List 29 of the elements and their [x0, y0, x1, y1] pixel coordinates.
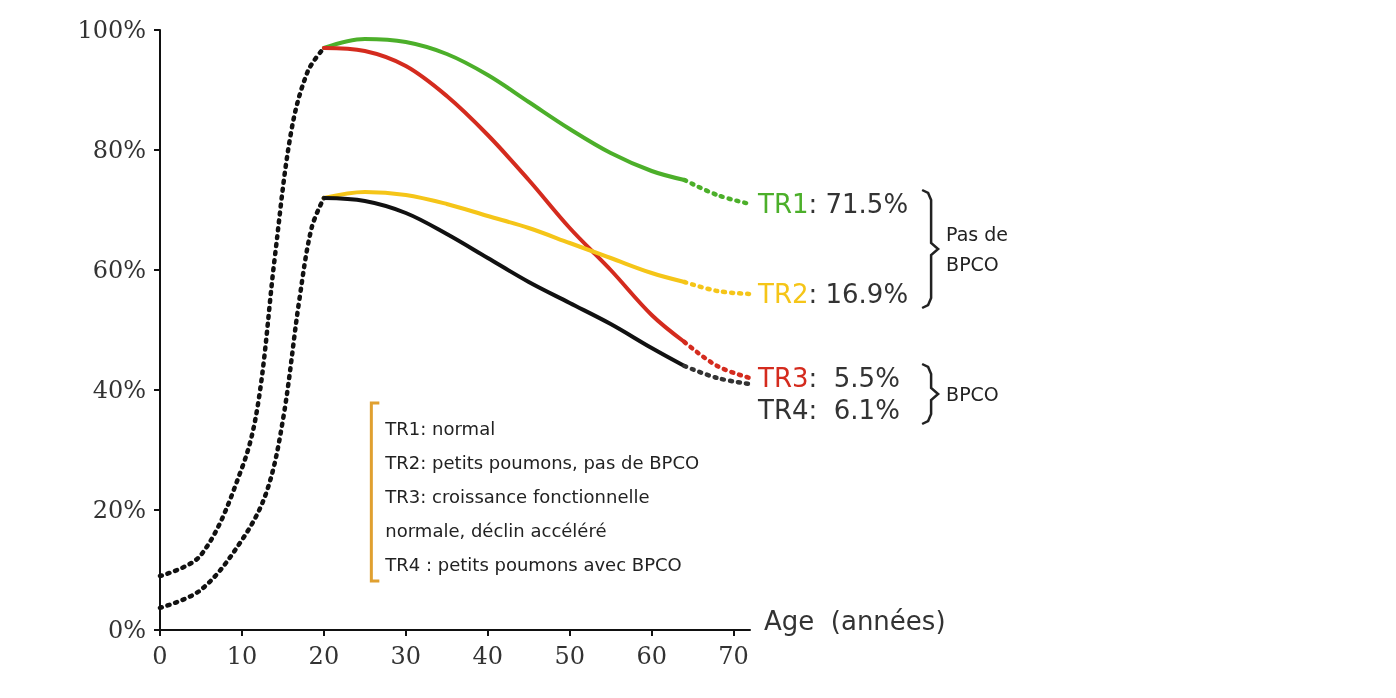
series-label: TR3: [757, 363, 809, 393]
text: : 16.9%: [808, 279, 909, 309]
text: : 5.5%: [808, 363, 900, 393]
text: : 71.5%: [808, 189, 909, 219]
x-tick-label: 60: [636, 642, 667, 670]
annotation: TR3: croissance fonctionnelle normale, déclin accéléré: [384, 485, 650, 541]
series-label: TR2: [757, 279, 809, 309]
y-tick-label: 40%: [92, 376, 146, 404]
x-tick-label: 0: [152, 642, 168, 670]
series-label: TR4: [757, 395, 809, 425]
x-tick-label: 70: [718, 642, 749, 670]
x-tick-label: 30: [390, 642, 422, 670]
x-tick-label: 40: [472, 642, 504, 670]
x-tick-label: 10: [226, 642, 258, 670]
series-label: TR1: [757, 189, 809, 219]
y-tick-label: 80%: [92, 136, 146, 164]
x-axis-title: Age (années): [764, 606, 946, 636]
x-tick-label: 20: [308, 642, 340, 670]
y-tick-label: 20%: [92, 496, 146, 524]
annotation: TR2: petits poumons, pas de BPCO: [384, 451, 700, 473]
y-tick-label: 100%: [77, 16, 146, 44]
annotation: TR4 : petits poumons avec BPCO: [384, 553, 682, 575]
text: BPCO: [946, 383, 999, 405]
y-tick-label: 60%: [92, 256, 146, 284]
text: : 6.1%: [808, 395, 900, 425]
annotation: TR1: normal: [384, 417, 496, 439]
y-tick-label: 0%: [107, 616, 146, 644]
text: Pas de BPCO: [946, 223, 1015, 275]
x-tick-label: 50: [554, 642, 585, 670]
